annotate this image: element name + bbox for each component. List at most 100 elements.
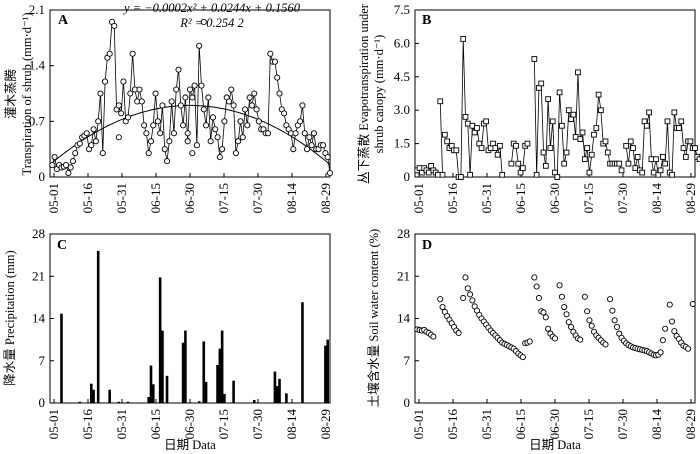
x-tick-group: 05-16: [445, 409, 460, 440]
data-point: [161, 146, 168, 153]
data-point: [692, 145, 698, 151]
y-tick-label: 0: [404, 169, 411, 184]
x-tick-group: 06-30: [182, 183, 197, 213]
y-tick-label: 14: [397, 311, 411, 326]
panel-c-label: C: [57, 238, 67, 253]
data-point: [232, 150, 239, 157]
data-point: [533, 283, 540, 290]
panel-c-yticks: 0 7 14 21 28: [32, 226, 54, 410]
x-tick-group: 07-30: [615, 183, 630, 213]
precip-bar: [96, 250, 100, 403]
data-point: [515, 160, 522, 167]
data-point: [499, 171, 506, 178]
data-point: [253, 106, 260, 113]
data-point: [271, 58, 278, 65]
panel-a-r2: R² = 0.254 2: [179, 16, 244, 30]
data-point: [129, 50, 136, 57]
precip-bar: [232, 380, 235, 403]
data-point: [290, 146, 297, 153]
y-tick-label: 3.0: [394, 102, 410, 117]
data-point: [464, 285, 471, 292]
data-point: [120, 78, 127, 85]
data-point: [154, 118, 161, 125]
x-tick-group: 06-30: [182, 409, 197, 439]
precip-bar: [126, 401, 130, 403]
data-point: [106, 50, 113, 57]
data-point: [163, 158, 171, 165]
data-point: [687, 138, 694, 145]
panel-b-ylabel-line1: 丛下蒸散 Evapotranspiration under: [356, 3, 371, 184]
data-point: [561, 160, 568, 167]
x-tick-group: 05-31: [479, 183, 494, 213]
x-tick-group: 08-14: [284, 409, 299, 440]
series-line: [533, 58, 622, 178]
data-point: [547, 145, 554, 151]
data-point: [558, 293, 565, 300]
data-point: [182, 94, 189, 101]
data-point: [248, 102, 256, 109]
panel-b-xticks: 05-01 05-16 05-31 06-15 06-30 07-15 07-30 08-14…: [411, 173, 698, 213]
data-point: [455, 329, 462, 337]
data-point: [613, 323, 621, 331]
data-point: [444, 138, 450, 145]
x-tick-group: 07-15: [216, 409, 231, 439]
panel-b-marks: [414, 36, 700, 180]
x-tick-label: 05-01: [46, 183, 61, 213]
data-point: [242, 106, 249, 113]
data-point: [616, 160, 623, 167]
data-point: [196, 42, 203, 49]
panel-d-soil-water: D 土壤含水量 Soil water content (%) 日期 Data 0…: [366, 226, 698, 452]
data-point: [657, 349, 664, 356]
data-point: [430, 333, 437, 340]
data-point: [200, 106, 207, 113]
data-point: [565, 107, 572, 114]
data-point: [180, 122, 187, 129]
data-point: [255, 118, 262, 125]
panel-d-xlabel: 日期 Data: [529, 438, 581, 452]
data-point: [439, 171, 446, 178]
panel-a-ylabel-cn: 灌木蒸腾: [3, 69, 18, 120]
x-tick-group: 06-15: [148, 183, 163, 213]
data-point: [662, 325, 669, 332]
data-point: [588, 322, 595, 329]
data-point: [198, 82, 205, 89]
data-point: [292, 130, 299, 137]
panel-d-marks: [414, 274, 696, 361]
data-point: [102, 78, 109, 85]
data-point: [435, 171, 441, 178]
panel-b-yticks: 0 1.5 3.0 4.5 6.0 7.5: [394, 2, 419, 184]
data-point: [281, 110, 288, 117]
data-point: [441, 131, 448, 138]
y-tick-label: 0: [39, 395, 46, 410]
data-point: [437, 98, 444, 105]
data-point: [508, 160, 515, 167]
x-tick-group: 06-15: [513, 183, 528, 213]
data-point: [51, 154, 58, 161]
x-tick-group: 05-16: [80, 183, 95, 214]
data-point: [92, 138, 99, 145]
data-point: [303, 146, 311, 153]
x-tick-label: 06-15: [513, 183, 528, 213]
x-tick-label: 06-30: [182, 409, 197, 439]
data-point: [513, 142, 519, 149]
panel-c-frame: [49, 233, 331, 404]
data-point: [660, 154, 666, 160]
data-point: [559, 122, 565, 129]
x-tick-group: 07-30: [615, 409, 630, 439]
data-point: [609, 307, 616, 314]
data-point: [602, 341, 609, 348]
y-tick-label: 0: [404, 395, 411, 410]
data-point: [99, 150, 106, 157]
data-point: [666, 301, 673, 308]
data-point: [577, 136, 584, 142]
data-point: [685, 345, 692, 352]
data-point: [623, 142, 629, 149]
data-point: [251, 90, 258, 97]
data-point: [124, 114, 132, 121]
data-point: [581, 156, 588, 163]
data-point: [209, 114, 217, 121]
data-point: [646, 109, 652, 116]
data-point: [88, 142, 95, 149]
data-point: [520, 165, 526, 171]
data-point: [556, 89, 563, 96]
